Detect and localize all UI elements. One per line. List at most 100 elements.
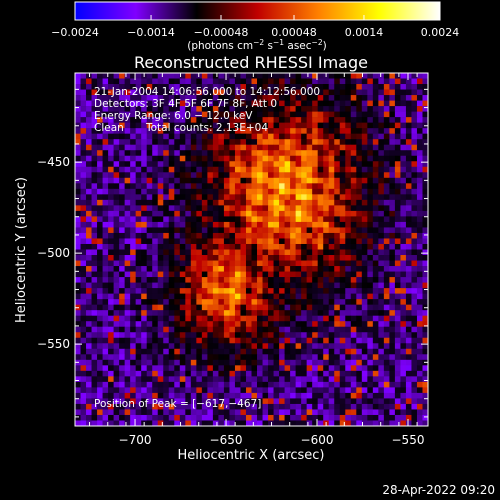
heatmap-cell — [361, 299, 368, 305]
heatmap-cell — [290, 354, 296, 361]
heatmap-cell — [317, 210, 324, 217]
heatmap-cell — [124, 117, 131, 123]
heatmap-cell — [394, 365, 401, 372]
heatmap-cell — [75, 84, 81, 90]
heatmap-cell — [130, 260, 136, 267]
heatmap-cell — [339, 227, 346, 234]
heatmap-cell — [284, 100, 291, 107]
heatmap-cell — [240, 177, 247, 184]
heatmap-cell — [323, 381, 330, 388]
heatmap-cell — [218, 89, 225, 96]
heatmap-cell — [135, 95, 142, 101]
heatmap-cell — [190, 161, 197, 168]
heatmap-cell — [119, 194, 125, 201]
heatmap-cell — [185, 315, 192, 322]
heatmap-cell — [141, 381, 148, 388]
heatmap-cell — [157, 188, 164, 195]
heatmap-cell — [378, 183, 385, 190]
heatmap-cell — [383, 315, 390, 322]
chart-title: Reconstructed RHESSI Image — [134, 53, 368, 72]
heatmap-cell — [146, 161, 153, 168]
heatmap-cell — [75, 420, 81, 426]
heatmap-cell — [201, 315, 208, 322]
heatmap-cell — [152, 205, 159, 212]
heatmap-cell — [257, 420, 263, 426]
heatmap-cell — [130, 172, 136, 179]
heatmap-cell — [130, 155, 136, 162]
heatmap-cell — [141, 232, 148, 239]
heatmap-cell — [284, 277, 291, 283]
heatmap-cell — [394, 420, 401, 426]
heatmap-cell — [245, 392, 252, 399]
heatmap-cell — [389, 100, 396, 107]
heatmap-cell — [251, 139, 258, 146]
heatmap-cell — [179, 293, 186, 300]
heatmap-cell — [367, 155, 374, 162]
heatmap-cell — [411, 365, 418, 372]
heatmap-cell — [80, 249, 87, 256]
heatmap-cell — [345, 414, 352, 421]
heatmap-cell — [152, 348, 159, 355]
heatmap-cell — [163, 227, 170, 234]
heatmap-cell — [394, 100, 401, 107]
heatmap-cell — [411, 133, 418, 140]
heatmap-cell — [91, 238, 98, 245]
heatmap-cell — [75, 315, 81, 322]
heatmap-cell — [223, 100, 230, 107]
heatmap-cell — [290, 255, 296, 261]
heatmap-cell — [108, 199, 114, 206]
heatmap-cell — [383, 155, 390, 162]
heatmap-cell — [91, 293, 98, 300]
heatmap-cell — [168, 293, 175, 300]
heatmap-cell — [223, 376, 230, 383]
heatmap-cell — [157, 205, 164, 212]
heatmap-cell — [257, 106, 263, 112]
heatmap-cell — [86, 100, 92, 107]
heatmap-cell — [279, 337, 285, 344]
heatmap-cell — [86, 227, 92, 234]
heatmap-cell — [152, 414, 159, 421]
heatmap-cell — [119, 343, 125, 350]
heatmap-cell — [345, 73, 352, 79]
heatmap-cell — [301, 221, 307, 228]
heatmap-cell — [411, 172, 418, 179]
heatmap-cell — [284, 122, 291, 129]
heatmap-cell — [146, 255, 153, 261]
heatmap-cell — [378, 210, 385, 217]
heatmap-cell — [383, 343, 390, 350]
heatmap-cell — [279, 95, 285, 101]
heatmap-cell — [372, 183, 379, 190]
heatmap-cell — [279, 326, 285, 333]
heatmap-cell — [422, 100, 428, 107]
heatmap-cell — [174, 210, 181, 217]
heatmap-cell — [262, 359, 269, 366]
heatmap-cell — [372, 255, 379, 261]
heatmap-cell — [383, 111, 390, 118]
heatmap-cell — [345, 111, 352, 118]
heatmap-cell — [168, 106, 175, 112]
heatmap-cell — [97, 111, 103, 118]
heatmap-cell — [257, 348, 263, 355]
heatmap-cell — [279, 266, 285, 272]
heatmap-cell — [113, 249, 120, 256]
heatmap-cell — [135, 243, 142, 250]
heatmap-cell — [240, 332, 247, 339]
heatmap-cell — [152, 249, 159, 256]
heatmap-cell — [251, 310, 258, 316]
heatmap-cell — [75, 155, 81, 162]
heatmap-cell — [257, 354, 263, 361]
heatmap-cell — [163, 277, 170, 283]
heatmap-cell — [301, 409, 307, 416]
heatmap-cell — [86, 266, 92, 272]
heatmap-cell — [113, 232, 120, 239]
heatmap-cell — [218, 288, 225, 294]
heatmap-cell — [80, 365, 87, 372]
heatmap-cell — [416, 255, 423, 261]
heatmap-cell — [201, 255, 208, 261]
heatmap-cell — [168, 414, 175, 421]
heatmap-cell — [323, 414, 330, 421]
heatmap-cell — [367, 106, 374, 112]
heatmap-cell — [251, 376, 258, 383]
heatmap-cell — [141, 194, 148, 201]
heatmap-cell — [273, 216, 280, 223]
